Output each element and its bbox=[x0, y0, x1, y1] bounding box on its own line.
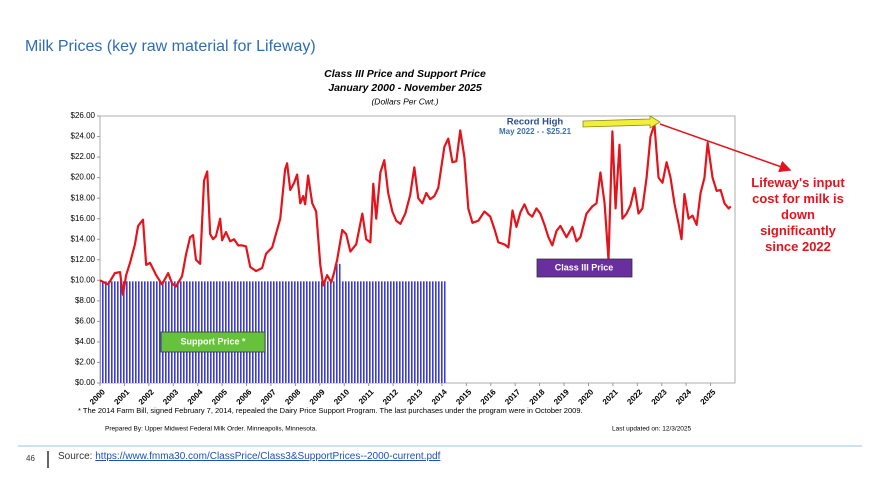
y-tick-label: $24.00 bbox=[71, 132, 96, 141]
x-tick-label: 2022 bbox=[625, 387, 644, 406]
x-tick-label: 2005 bbox=[210, 387, 229, 406]
x-tick-label: 2014 bbox=[430, 387, 449, 406]
class3-label: Class III Price bbox=[555, 262, 614, 272]
x-tick-label: 2021 bbox=[601, 387, 620, 406]
x-tick-label: 2013 bbox=[405, 387, 424, 406]
x-tick-label: 2017 bbox=[503, 387, 522, 406]
slide-title: Milk Prices (key raw material for Lifewa… bbox=[25, 38, 316, 55]
callout: Lifeway's input cost for milk is down si… bbox=[751, 175, 845, 254]
y-tick-label: $6.00 bbox=[75, 316, 96, 325]
x-tick-label: 2023 bbox=[650, 387, 669, 406]
x-tick-label: 2011 bbox=[357, 387, 376, 406]
x-tick-label: 2009 bbox=[308, 387, 327, 406]
x-tick-label: 2015 bbox=[454, 387, 473, 406]
chart-title: Class III Price and Support Price bbox=[324, 68, 486, 80]
x-tick-label: 2006 bbox=[234, 387, 253, 406]
chart-subtitle: January 2000 - November 2025 bbox=[328, 82, 482, 94]
y-tick-label: $14.00 bbox=[71, 234, 96, 243]
y-tick-label: $16.00 bbox=[71, 214, 96, 223]
y-tick-label: $10.00 bbox=[71, 275, 96, 284]
x-tick-label: 2003 bbox=[161, 387, 180, 406]
y-tick-label: $18.00 bbox=[71, 193, 96, 202]
page-number: 46 bbox=[26, 454, 35, 463]
record-text: May 2022 - - $25.21 bbox=[499, 127, 572, 136]
price-line bbox=[99, 123, 732, 296]
prepared-by: Prepared By: Upper Midwest Federal Milk … bbox=[105, 426, 317, 433]
x-tick-label: 2024 bbox=[674, 387, 693, 406]
record-arrow bbox=[582, 115, 661, 129]
record-title: Record High bbox=[507, 117, 564, 128]
x-tick-label: 2019 bbox=[552, 387, 571, 406]
y-tick-label: $0.00 bbox=[75, 378, 96, 387]
source-label: Source: bbox=[58, 451, 93, 462]
unit-label: (Dollars Per Cwt.) bbox=[371, 96, 438, 106]
y-tick-label: $2.00 bbox=[75, 358, 96, 367]
x-tick-label: 2012 bbox=[381, 387, 400, 406]
support-label: Support Price * bbox=[180, 336, 246, 346]
y-tick-label: $8.00 bbox=[75, 296, 96, 305]
x-tick-label: 2008 bbox=[283, 387, 302, 406]
x-tick-label: 2016 bbox=[479, 387, 498, 406]
y-tick-label: $26.00 bbox=[71, 111, 96, 120]
x-tick-label: 2010 bbox=[332, 387, 351, 406]
x-tick-label: 2025 bbox=[699, 387, 718, 406]
x-tick-label: 2002 bbox=[137, 387, 156, 406]
x-tick-label: 2020 bbox=[576, 387, 595, 406]
support-bar bbox=[334, 263, 341, 383]
source: Source: https://www.fmma30.com/ClassPric… bbox=[58, 451, 440, 462]
x-tick-label: 2000 bbox=[88, 387, 107, 406]
y-tick-label: $20.00 bbox=[71, 173, 96, 182]
y-tick-label: $12.00 bbox=[71, 255, 96, 264]
x-tick-label: 2018 bbox=[528, 387, 547, 406]
support-label-box bbox=[160, 331, 266, 353]
x-tick-label: 2004 bbox=[186, 387, 205, 406]
callout-arrow bbox=[659, 123, 792, 173]
y-tick-label: $4.00 bbox=[75, 337, 96, 346]
class3-label-box bbox=[536, 258, 633, 278]
x-tick-label: 2001 bbox=[112, 387, 131, 406]
x-tick-label: 2007 bbox=[259, 387, 278, 406]
source-link[interactable]: https://www.fmma30.com/ClassPrice/Class3… bbox=[95, 451, 441, 462]
support-bar bbox=[340, 281, 446, 383]
footnote: * The 2014 Farm Bill, signed February 7,… bbox=[78, 406, 583, 415]
updated: Last updated on: 12/3/2025 bbox=[612, 426, 692, 433]
y-tick-label: $22.00 bbox=[71, 152, 96, 161]
